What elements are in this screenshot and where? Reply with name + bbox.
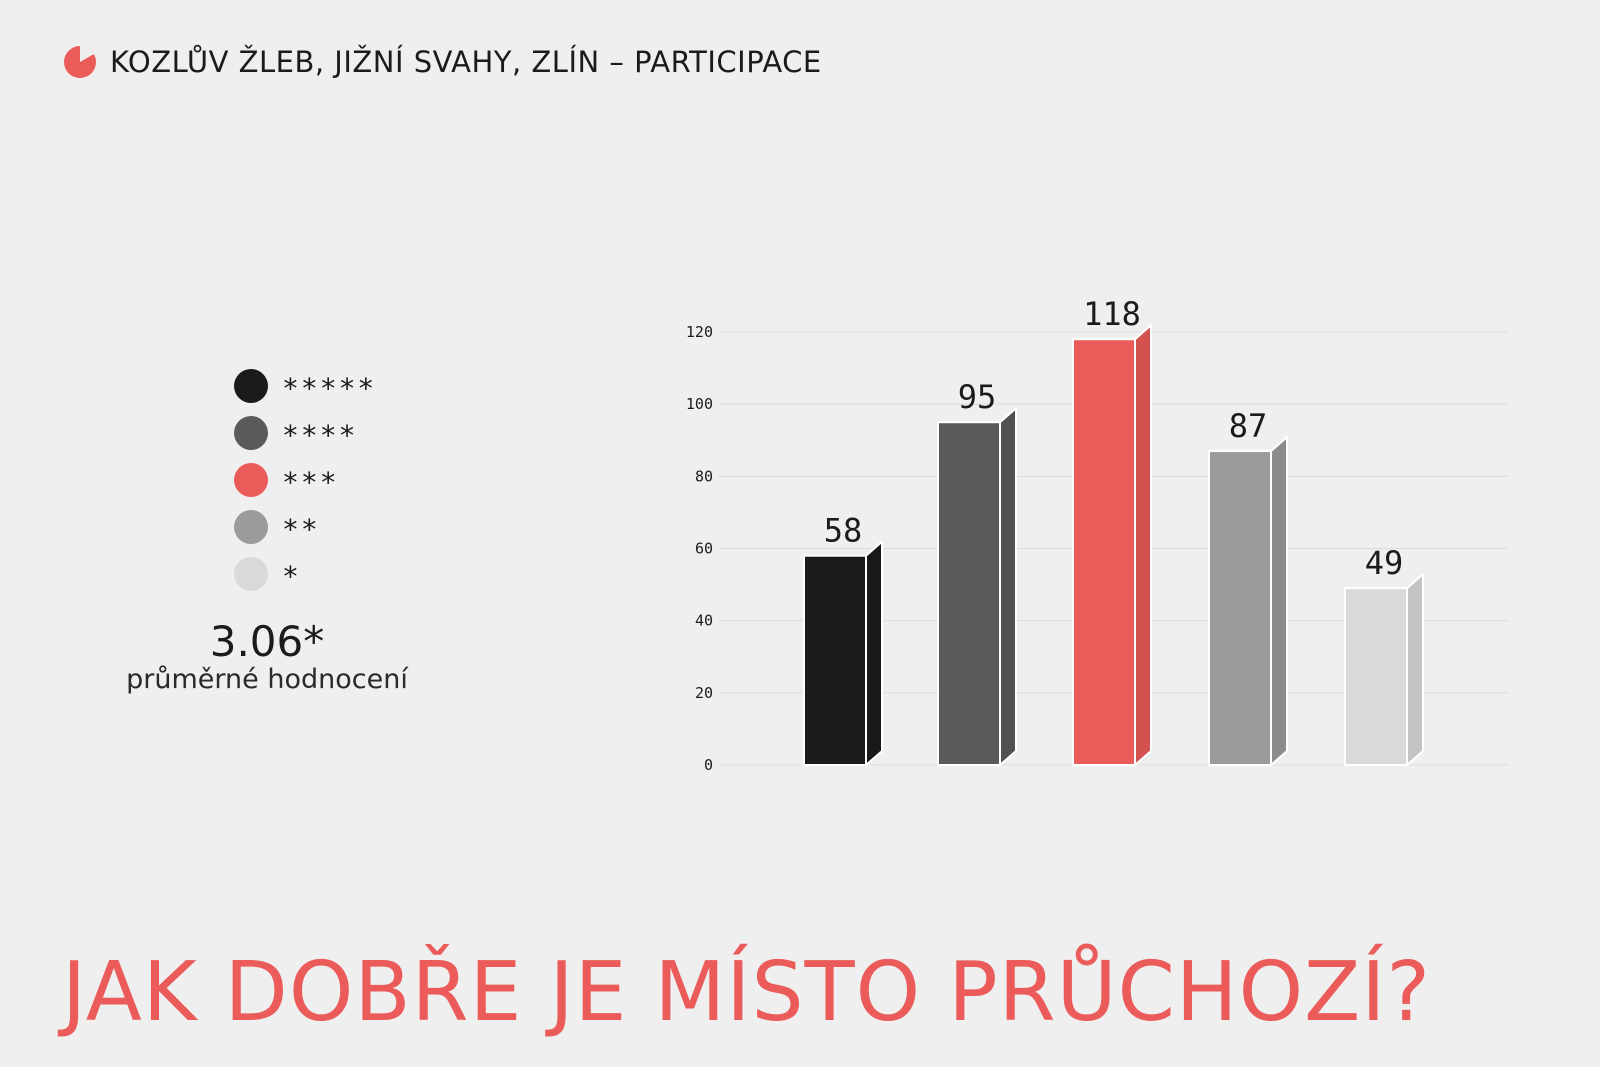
legend-item-4-stars: **** <box>234 409 376 456</box>
legend-label: *** <box>282 465 339 499</box>
average-rating-value: 3.06* <box>209 617 325 666</box>
y-tick-label: 40 <box>695 612 713 630</box>
bar <box>1344 587 1408 766</box>
y-tick-label: 80 <box>695 467 713 485</box>
data-label: 118 <box>1083 295 1141 333</box>
page-title: KOZLŮV ŽLEB, JIŽNÍ SVAHY, ZLÍN – PARTICI… <box>110 45 822 79</box>
legend-item-1-star: * <box>234 550 376 597</box>
bar-chart: 0 20 40 60 80 100 120 58 95 118 87 49 <box>686 295 1508 774</box>
y-tick-label: 120 <box>686 323 713 341</box>
data-label: 87 <box>1229 407 1268 445</box>
legend-item-2-stars: ** <box>234 503 376 550</box>
y-tick-label: 20 <box>695 684 713 702</box>
legend-dot-icon <box>234 462 268 497</box>
legend-item-3-stars: *** <box>234 456 376 503</box>
legend-dot-icon <box>234 509 268 544</box>
pie-chart-icon <box>64 45 96 78</box>
bar-side <box>865 540 883 766</box>
legend-item-5-stars: ***** <box>234 362 376 409</box>
header: KOZLŮV ŽLEB, JIŽNÍ SVAHY, ZLÍN – PARTICI… <box>62 44 822 80</box>
legend-label: ***** <box>282 371 377 405</box>
bar <box>803 554 867 767</box>
data-label: 95 <box>958 378 997 416</box>
y-tick-label: 100 <box>686 395 713 413</box>
bar-side <box>1270 436 1288 766</box>
legend-dot-icon <box>234 556 268 591</box>
y-tick-label: 60 <box>695 540 713 558</box>
legend-dot-icon <box>234 415 268 450</box>
legend: ***** **** *** ** * <box>234 362 376 597</box>
average-rating-caption: průměrné hodnocení <box>126 664 408 696</box>
legend-label: * <box>282 559 301 593</box>
bar <box>1208 450 1272 766</box>
y-tick-label: 0 <box>704 756 713 774</box>
bar-chart-svg: 0 20 40 60 80 100 120 58 95 118 87 49 <box>686 295 1508 774</box>
bar-side <box>999 407 1017 766</box>
bar-side <box>1134 324 1152 766</box>
data-label: 49 <box>1365 544 1404 582</box>
legend-dot-icon <box>234 368 268 403</box>
legend-label: ** <box>282 512 320 546</box>
average-rating: 3.06* průměrné hodnocení <box>100 617 434 696</box>
bar-side <box>1406 573 1424 766</box>
legend-label: **** <box>282 418 358 452</box>
data-label: 58 <box>824 512 863 550</box>
bar <box>1072 338 1136 766</box>
question-heading: JAK DOBŘE JE MÍSTO PRŮCHOZÍ? <box>62 945 1431 1040</box>
bar <box>937 421 1001 766</box>
